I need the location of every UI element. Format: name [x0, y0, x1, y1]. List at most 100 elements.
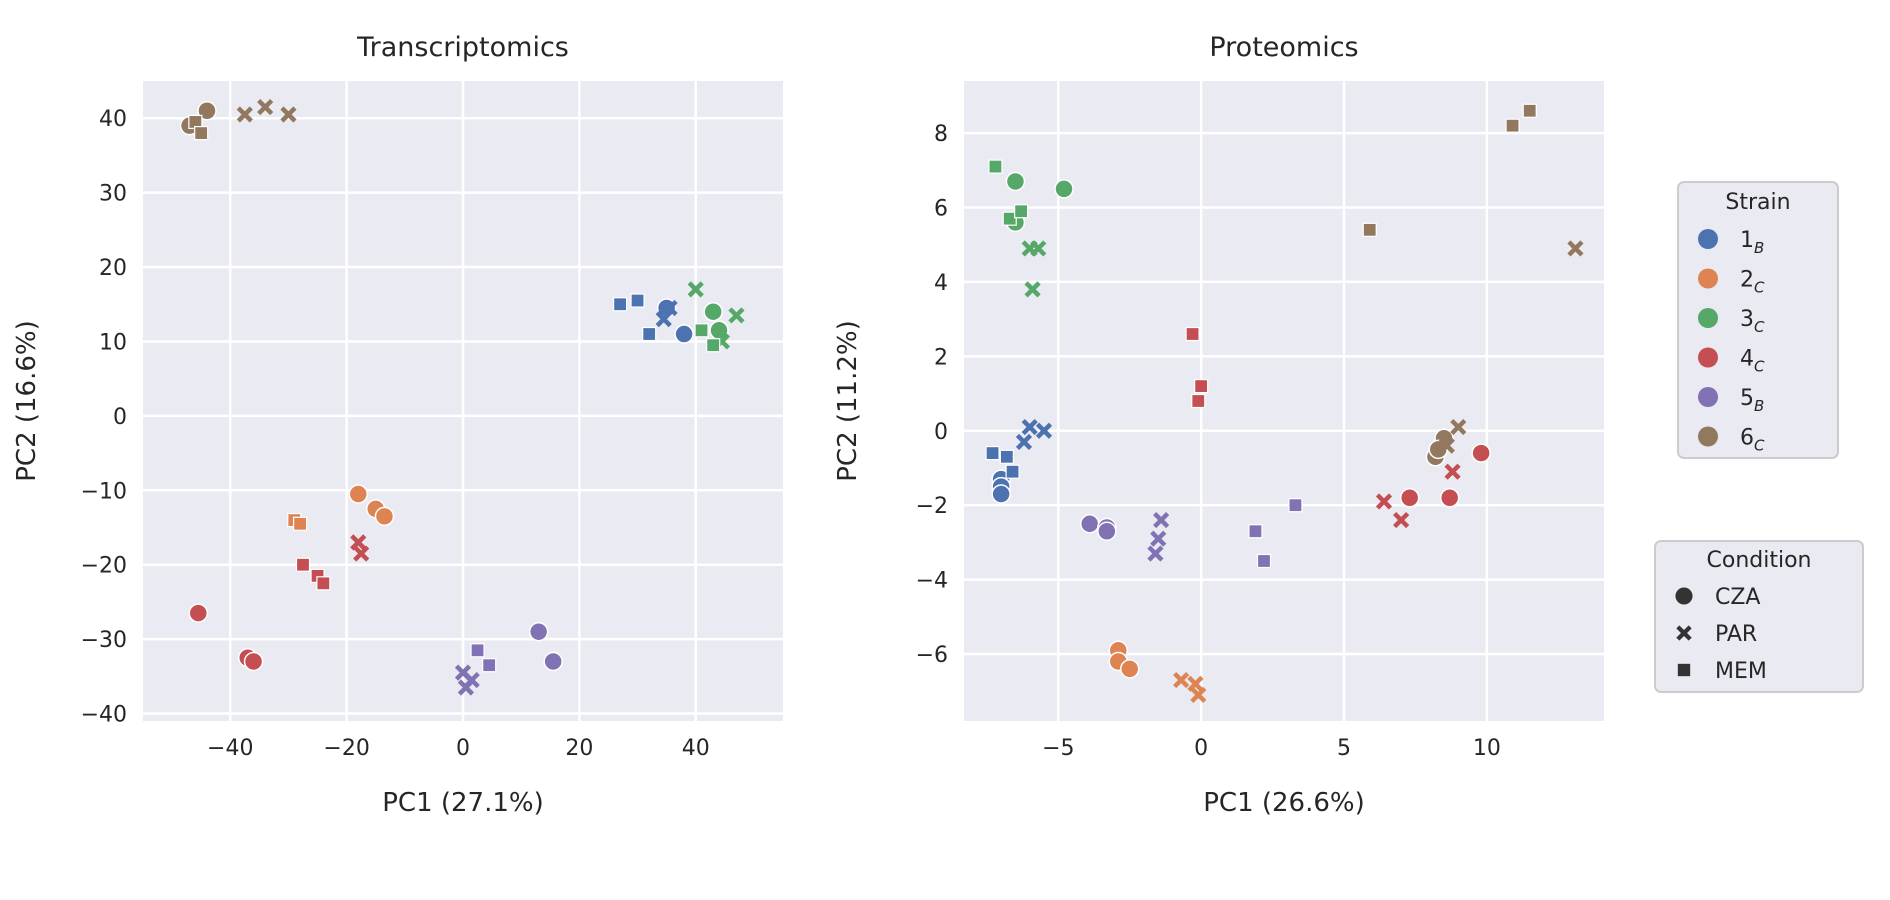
transcriptomics-x-tick-label: −40: [207, 736, 253, 761]
strain-legend-label: 5B: [1740, 386, 1764, 415]
point-strain-1-mem: [612, 297, 628, 312]
point-strain-5-cza: [528, 621, 549, 642]
strain-legend-label: 1B: [1740, 228, 1764, 257]
transcriptomics-y-tick-label: −10: [81, 479, 127, 504]
point-strain-3-par: [687, 281, 704, 298]
point-strain-6-par: [257, 98, 274, 116]
transcriptomics-y-tick-label: 0: [113, 405, 127, 430]
point-strain-3-mem: [1014, 204, 1029, 219]
strain-legend-subscript: C: [1754, 318, 1765, 336]
condition-legend-square-icon: [1677, 663, 1691, 677]
strain-legend-swatch: [1698, 268, 1718, 289]
point-strain-4-cza: [243, 651, 264, 672]
strain-legend-item-6: 6C: [1698, 426, 1765, 455]
proteomics-x-tick-label: −5: [1042, 736, 1074, 761]
transcriptomics-x-tick-label: −20: [323, 736, 369, 761]
point-strain-1-mem: [999, 449, 1014, 464]
point-strain-5-par: [1150, 530, 1167, 547]
condition-legend-title: Condition: [1707, 548, 1812, 573]
transcriptomics-y-tick-label: −20: [81, 554, 127, 579]
proteomics-y-tick-label: 2: [934, 345, 948, 370]
point-strain-6-par: [280, 106, 297, 123]
point-strain-1-par: [661, 299, 678, 317]
point-strain-3-par: [1024, 281, 1041, 298]
condition-legend-item-cza: CZA: [1675, 585, 1760, 610]
point-strain-1-par: [1021, 418, 1038, 436]
strain-legend-swatch: [1698, 347, 1718, 368]
condition-legend-frame: [1654, 540, 1864, 693]
proteomics-points: [985, 103, 1584, 704]
point-strain-1-mem: [985, 445, 1000, 461]
point-strain-6-mem: [1522, 103, 1537, 118]
strain-legend-title: Strain: [1725, 190, 1790, 215]
point-strain-1-cza: [674, 324, 694, 344]
proteomics-y-tick-label: 0: [934, 420, 948, 445]
proteomics-y-tick-label: −4: [916, 569, 948, 594]
proteomics-x-axis-label: PC1 (26.6%): [1203, 788, 1365, 818]
point-strain-3-cza: [1054, 179, 1074, 199]
transcriptomics-y-tick-label: −40: [81, 703, 127, 728]
transcriptomics-y-tick-label: −30: [81, 628, 127, 653]
strain-legend-swatch: [1698, 229, 1718, 249]
point-strain-4-mem: [316, 576, 331, 591]
point-strain-5-cza: [1079, 514, 1100, 534]
transcriptomics-x-tick-label: 40: [682, 736, 710, 761]
point-strain-6-mem: [1362, 222, 1377, 237]
condition-legend-item-mem: MEM: [1677, 659, 1767, 684]
point-strain-4-mem: [1185, 326, 1200, 342]
point-strain-1-mem: [1005, 464, 1020, 479]
point-strain-6-par: [236, 106, 253, 123]
transcriptomics-y-tick-label: 40: [99, 107, 127, 132]
transcriptomics-panel: −40 −20 0 20 40 −40 −30 −20 −10 0 10 20 30 40 Transcri…: [12, 32, 783, 818]
transcriptomics-x-axis-label: PC1 (27.1%): [382, 788, 544, 818]
point-strain-2-mem: [292, 516, 308, 531]
strain-legend-label: 2C: [1740, 268, 1765, 297]
strain-legend-swatch: [1698, 426, 1718, 447]
condition-legend: Condition CZA PAR MEM: [1654, 540, 1864, 693]
strain-legend-swatch: [1698, 308, 1718, 328]
strain-legend-label: 6C: [1740, 426, 1765, 455]
point-strain-3-par: [1030, 240, 1047, 257]
point-strain-5-par: [457, 679, 474, 696]
strain-legend-number: 4: [1740, 347, 1754, 372]
transcriptomics-title: Transcriptomics: [356, 32, 569, 63]
point-strain-2-par: [1190, 686, 1207, 704]
strain-legend-item-5: 5B: [1698, 386, 1764, 415]
point-strain-4-par: [1375, 493, 1393, 510]
strain-legend-label: 4C: [1740, 347, 1765, 376]
point-strain-4-par: [1393, 511, 1410, 529]
point-strain-6-mem: [1505, 118, 1520, 133]
proteomics-plot-area: [964, 81, 1604, 721]
strain-legend-swatch: [1698, 387, 1718, 407]
strain-legend-frame: [1677, 181, 1839, 459]
strain-legend-number: 3: [1740, 307, 1754, 332]
strain-legend-number: 1: [1740, 228, 1754, 253]
point-strain-4-mem: [1191, 393, 1206, 409]
point-strain-4-par: [350, 534, 367, 551]
strain-legend-item-4: 4C: [1698, 347, 1765, 376]
transcriptomics-y-axis-label: PC2 (16.6%): [12, 320, 42, 482]
point-strain-3-mem: [988, 159, 1003, 174]
point-strain-3-mem: [706, 338, 721, 353]
condition-legend-item-par: PAR: [1676, 622, 1757, 647]
point-strain-4-mem: [1194, 379, 1209, 394]
transcriptomics-points: [179, 98, 745, 696]
point-strain-1-mem: [642, 326, 657, 342]
proteomics-x-tick-label: 5: [1337, 736, 1351, 761]
point-strain-1-cza: [991, 484, 1011, 504]
proteomics-y-tick-label: 8: [934, 122, 948, 147]
condition-legend-label: PAR: [1715, 622, 1757, 647]
proteomics-y-tick-label: 4: [934, 271, 948, 296]
proteomics-title: Proteomics: [1209, 32, 1358, 63]
point-strain-5-par: [1153, 511, 1170, 529]
point-strain-3-mem: [694, 323, 709, 338]
point-strain-3-par: [728, 307, 745, 324]
transcriptomics-x-tick-label: 0: [456, 736, 470, 761]
strain-legend-subscript: B: [1754, 239, 1764, 257]
point-strain-5-cza: [543, 651, 563, 672]
strain-legend-subscript: C: [1754, 279, 1765, 297]
point-strain-5-mem: [470, 643, 485, 658]
point-strain-5-par: [1147, 545, 1164, 562]
point-strain-4-cza: [1471, 443, 1491, 463]
